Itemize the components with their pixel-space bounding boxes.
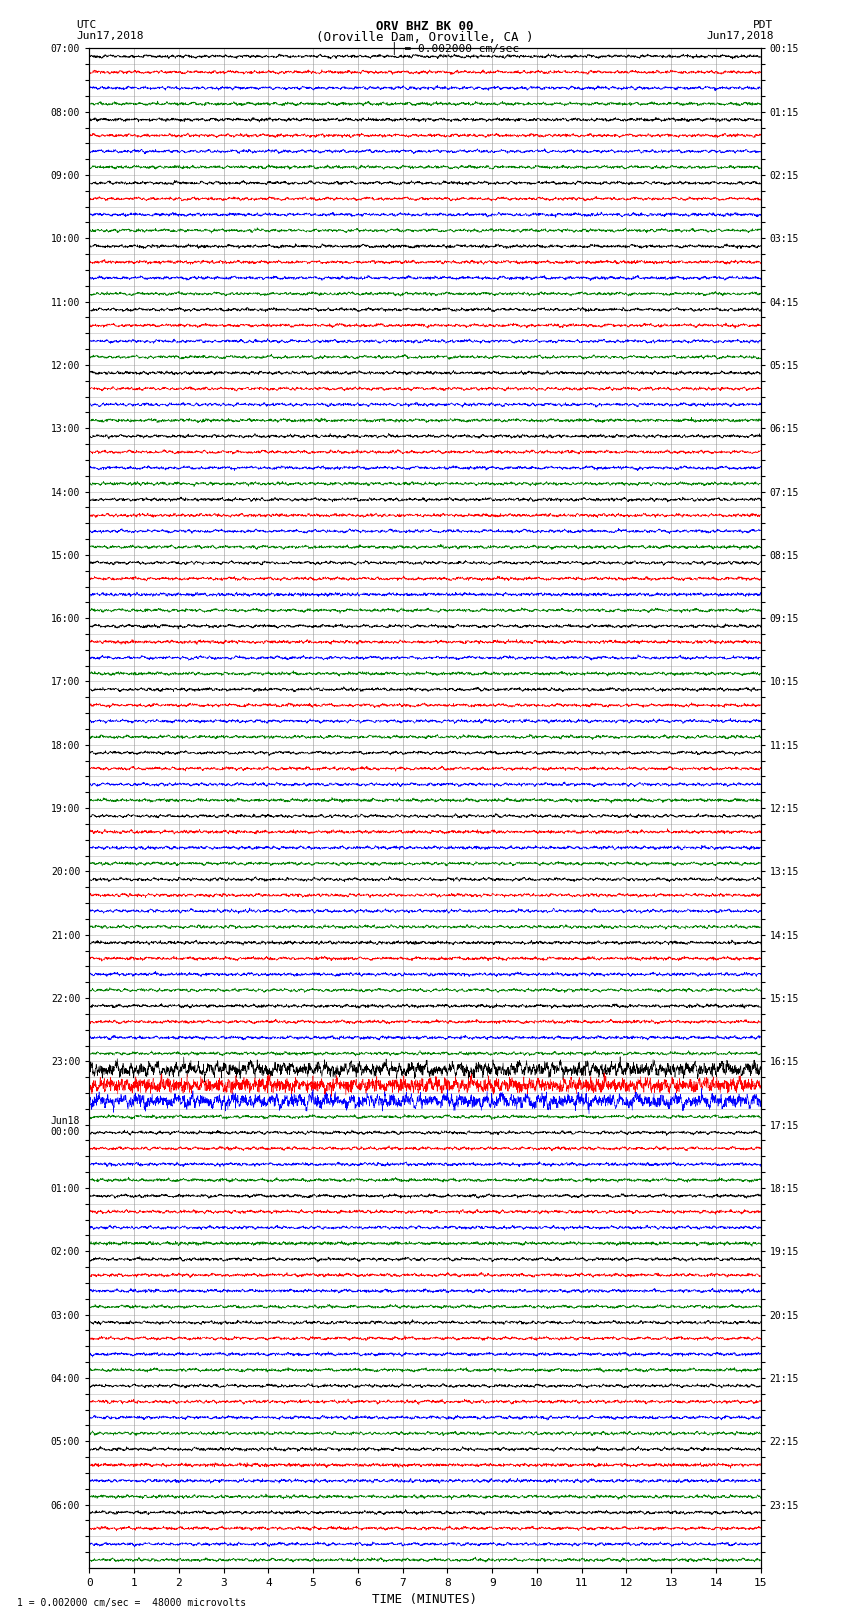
X-axis label: TIME (MINUTES): TIME (MINUTES): [372, 1594, 478, 1607]
Text: │ = 0.002000 cm/sec: │ = 0.002000 cm/sec: [391, 42, 519, 55]
Text: Jun17,2018: Jun17,2018: [706, 31, 774, 42]
Text: UTC: UTC: [76, 19, 97, 31]
Text: Jun17,2018: Jun17,2018: [76, 31, 144, 42]
Text: 1 = 0.002000 cm/sec =  48000 microvolts: 1 = 0.002000 cm/sec = 48000 microvolts: [17, 1598, 246, 1608]
Text: ORV BHZ BK 00: ORV BHZ BK 00: [377, 19, 473, 34]
Text: (Oroville Dam, Oroville, CA ): (Oroville Dam, Oroville, CA ): [316, 31, 534, 45]
Text: PDT: PDT: [753, 19, 774, 31]
